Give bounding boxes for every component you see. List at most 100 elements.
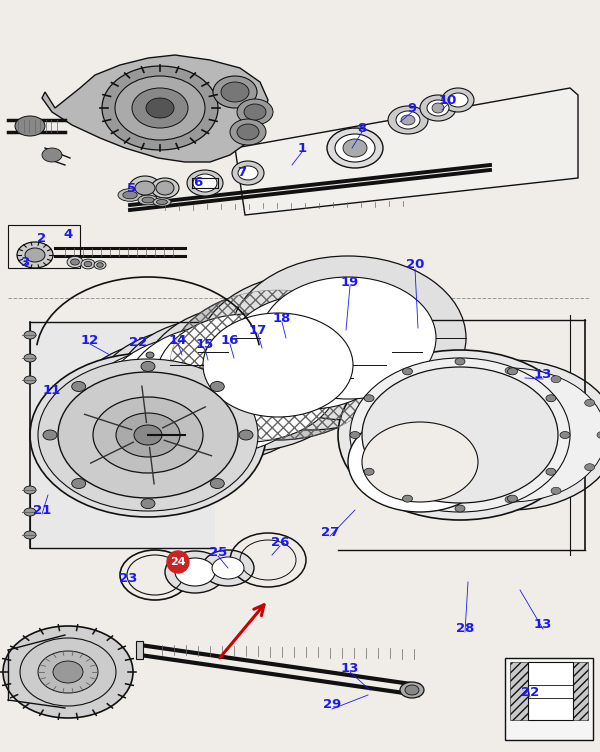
Ellipse shape <box>260 277 436 399</box>
Text: 4: 4 <box>64 229 73 241</box>
Ellipse shape <box>170 290 386 440</box>
Bar <box>505 658 593 740</box>
Ellipse shape <box>30 353 266 517</box>
Ellipse shape <box>508 495 517 502</box>
Text: 2: 2 <box>37 232 47 244</box>
Ellipse shape <box>135 181 155 195</box>
Ellipse shape <box>232 161 264 185</box>
Ellipse shape <box>71 259 79 265</box>
Ellipse shape <box>350 432 360 438</box>
Ellipse shape <box>115 76 205 140</box>
Ellipse shape <box>403 368 413 374</box>
Ellipse shape <box>17 242 53 268</box>
Ellipse shape <box>338 350 582 520</box>
Ellipse shape <box>115 318 321 462</box>
Ellipse shape <box>84 261 92 267</box>
Ellipse shape <box>584 399 595 406</box>
Ellipse shape <box>212 557 244 579</box>
Ellipse shape <box>584 464 595 471</box>
Text: 10: 10 <box>439 93 457 107</box>
Text: 3: 3 <box>20 256 29 269</box>
Ellipse shape <box>400 682 424 698</box>
Ellipse shape <box>146 98 174 118</box>
Ellipse shape <box>597 432 600 438</box>
Ellipse shape <box>364 468 374 475</box>
Text: 13: 13 <box>534 368 552 381</box>
Ellipse shape <box>157 199 167 205</box>
Ellipse shape <box>187 170 223 196</box>
Bar <box>510 662 528 720</box>
Ellipse shape <box>72 381 86 392</box>
Ellipse shape <box>80 348 264 476</box>
Ellipse shape <box>244 104 266 120</box>
Ellipse shape <box>413 432 423 438</box>
Circle shape <box>167 551 189 573</box>
Polygon shape <box>42 55 268 162</box>
Ellipse shape <box>20 638 116 706</box>
Ellipse shape <box>425 464 436 471</box>
Bar <box>148 565 162 585</box>
Ellipse shape <box>58 372 238 498</box>
Ellipse shape <box>3 626 133 718</box>
Ellipse shape <box>210 478 224 489</box>
Text: 15: 15 <box>196 338 214 351</box>
Text: 16: 16 <box>221 333 239 347</box>
Ellipse shape <box>237 124 259 140</box>
Text: 6: 6 <box>193 177 203 190</box>
Ellipse shape <box>343 139 367 157</box>
Ellipse shape <box>237 99 273 125</box>
Polygon shape <box>338 320 585 550</box>
Ellipse shape <box>24 486 36 494</box>
Ellipse shape <box>102 66 218 150</box>
Ellipse shape <box>221 82 249 102</box>
Ellipse shape <box>53 661 83 683</box>
Text: 26: 26 <box>271 535 289 548</box>
Text: 12: 12 <box>81 333 99 347</box>
Ellipse shape <box>459 487 469 494</box>
Ellipse shape <box>81 259 95 269</box>
Ellipse shape <box>92 328 298 472</box>
Ellipse shape <box>24 531 36 539</box>
Ellipse shape <box>103 336 287 464</box>
Ellipse shape <box>142 197 154 203</box>
Text: 1: 1 <box>298 141 307 154</box>
Polygon shape <box>30 322 215 548</box>
Ellipse shape <box>213 76 257 108</box>
Text: 7: 7 <box>238 166 247 180</box>
Ellipse shape <box>401 115 415 125</box>
Text: 24: 24 <box>170 557 186 567</box>
Text: 8: 8 <box>358 122 367 135</box>
Text: 13: 13 <box>341 662 359 675</box>
Text: 14: 14 <box>169 333 187 347</box>
Ellipse shape <box>202 550 254 586</box>
Ellipse shape <box>15 116 45 136</box>
Ellipse shape <box>203 313 353 417</box>
Ellipse shape <box>403 495 413 502</box>
Text: 28: 28 <box>456 621 474 635</box>
Ellipse shape <box>425 399 436 406</box>
Ellipse shape <box>362 422 478 502</box>
Ellipse shape <box>230 256 466 420</box>
Ellipse shape <box>335 134 375 162</box>
Ellipse shape <box>24 376 36 384</box>
Ellipse shape <box>455 505 465 512</box>
Bar <box>136 641 143 659</box>
Text: 5: 5 <box>127 181 137 195</box>
Ellipse shape <box>42 148 62 162</box>
Text: 25: 25 <box>209 545 227 559</box>
Ellipse shape <box>129 176 161 200</box>
Text: 19: 19 <box>341 275 359 289</box>
Ellipse shape <box>132 88 188 128</box>
Bar <box>528 662 573 720</box>
Ellipse shape <box>156 181 174 195</box>
Ellipse shape <box>432 103 444 113</box>
Ellipse shape <box>396 111 420 129</box>
Ellipse shape <box>193 174 217 192</box>
Ellipse shape <box>228 295 392 409</box>
Ellipse shape <box>165 551 225 593</box>
Text: 13: 13 <box>534 618 552 632</box>
Text: 20: 20 <box>406 259 424 271</box>
Ellipse shape <box>43 430 57 440</box>
Ellipse shape <box>546 395 556 402</box>
Text: 18: 18 <box>273 311 291 325</box>
